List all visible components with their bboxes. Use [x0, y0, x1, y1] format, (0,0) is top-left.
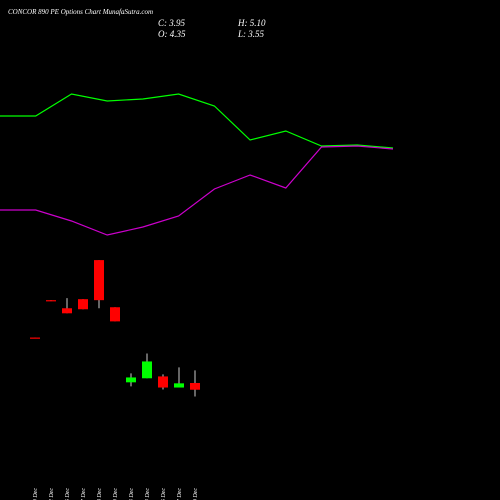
- candle-body: [110, 307, 120, 322]
- low-label: L: 3.55: [237, 29, 265, 39]
- high-label: H: 5.10: [237, 18, 266, 28]
- x-tick-label: 16 Dec: [65, 488, 71, 500]
- indicator-line: [0, 93, 394, 149]
- candle-body: [174, 383, 184, 388]
- open-label: O: 4.35: [158, 29, 186, 39]
- candle-body: [46, 300, 56, 302]
- x-tick-label: 17 Dec: [81, 488, 87, 500]
- candle-body: [158, 376, 168, 388]
- x-tick-label: 24 Dec: [144, 488, 151, 500]
- close-label: C: 3.95: [158, 18, 186, 28]
- candle-body: [142, 361, 152, 379]
- x-tick-label: 18 Dec: [97, 488, 103, 500]
- candle-body: [78, 299, 88, 310]
- x-tick-label: 27 Dec: [177, 488, 183, 500]
- candle-body: [126, 377, 136, 383]
- x-tick-label: 19 Dec: [113, 488, 119, 500]
- candle-body: [94, 260, 104, 301]
- x-tick-label: 23 Dec: [129, 488, 135, 500]
- candle-body: [30, 337, 40, 339]
- chart-title: CONCOR 890 PE Options Chart MunafaSutra.…: [8, 8, 153, 16]
- x-tick-label: 30 Dec: [193, 488, 199, 500]
- indicator-line: [0, 145, 394, 236]
- x-tick-label: 12 Dec: [49, 488, 55, 500]
- x-tick-label: 26 Dec: [161, 488, 167, 500]
- candle-body: [190, 382, 200, 390]
- candle-body: [62, 308, 72, 314]
- x-tick-label: 09 Dec: [33, 488, 39, 500]
